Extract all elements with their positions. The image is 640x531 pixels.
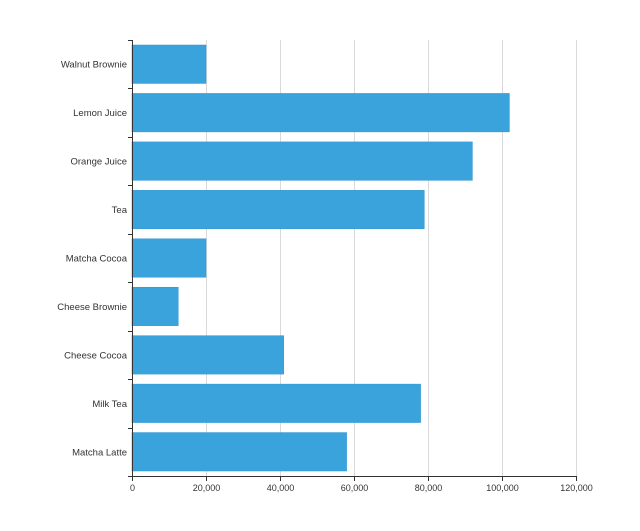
bar[interactable] bbox=[131, 141, 473, 181]
category-label: Lemon Juice bbox=[73, 108, 127, 119]
bar[interactable] bbox=[131, 44, 207, 84]
bar[interactable] bbox=[131, 383, 421, 423]
axis-layer bbox=[128, 40, 577, 481]
bar[interactable] bbox=[131, 238, 207, 278]
category-label: Tea bbox=[112, 205, 128, 216]
label-layer: 0 20,000 40,000 60,000 80,000 100,000 120,000 W… bbox=[57, 60, 592, 493]
category-label: Walnut Brownie bbox=[61, 60, 127, 71]
x-tick-label: 80,000 bbox=[415, 483, 443, 493]
category-label: Cheese Brownie bbox=[57, 302, 127, 313]
bar[interactable] bbox=[131, 190, 425, 230]
bar[interactable] bbox=[131, 93, 510, 133]
category-label: Cheese Cocoa bbox=[64, 350, 128, 361]
x-tick-label: 0 bbox=[130, 483, 135, 493]
x-tick-label: 120,000 bbox=[560, 483, 593, 493]
bar[interactable] bbox=[131, 335, 284, 375]
x-tick-label: 20,000 bbox=[193, 483, 221, 493]
category-label: Matcha Latte bbox=[72, 447, 127, 458]
bar[interactable] bbox=[131, 286, 179, 326]
category-label: Orange Juice bbox=[70, 157, 127, 168]
bar-layer bbox=[131, 44, 510, 472]
category-label: Matcha Cocoa bbox=[66, 254, 128, 265]
bar[interactable] bbox=[131, 432, 347, 472]
x-tick-label: 100,000 bbox=[486, 483, 519, 493]
x-tick-label: 60,000 bbox=[341, 483, 369, 493]
category-label: Milk Tea bbox=[92, 399, 127, 410]
x-tick-label: 40,000 bbox=[267, 483, 295, 493]
